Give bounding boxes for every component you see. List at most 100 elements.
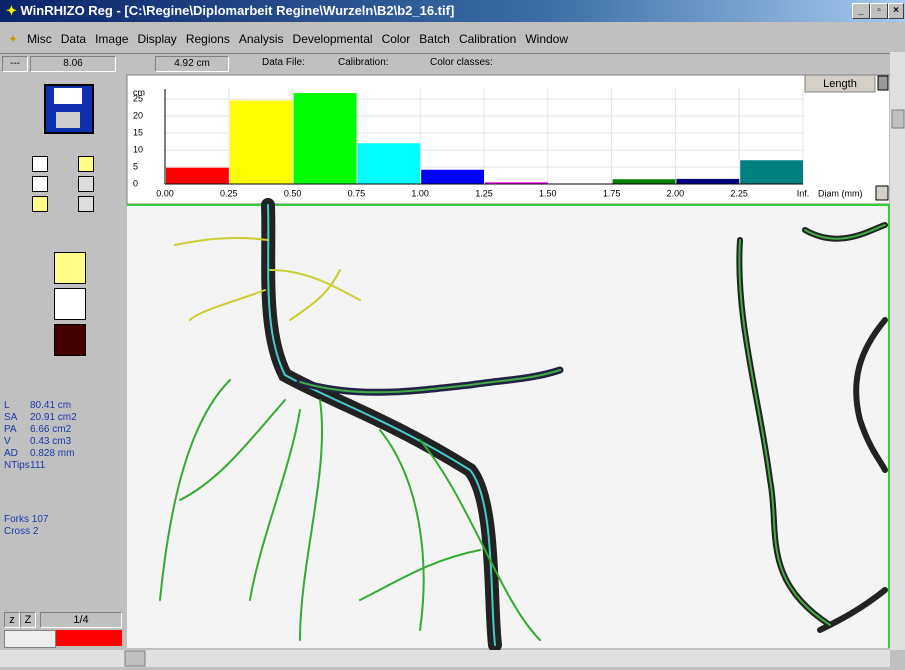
- restore-button[interactable]: ▫: [870, 3, 888, 19]
- menu-item[interactable]: Misc: [27, 32, 52, 46]
- stat-label: SA: [4, 412, 18, 423]
- menu-item[interactable]: Display: [137, 32, 177, 46]
- page-indicator: 1/4: [40, 612, 122, 628]
- x-tick-label: 0.50: [284, 188, 302, 198]
- bar: [421, 169, 484, 184]
- x-tick-label: 2.25: [730, 188, 748, 198]
- root-image: [127, 205, 890, 648]
- stat-label: NTips: [4, 460, 30, 471]
- x-tick-label: 1.50: [539, 188, 557, 198]
- color-swatch: [56, 630, 122, 646]
- y-tick-label: 0: [133, 178, 138, 188]
- menu-item[interactable]: Regions: [185, 32, 230, 46]
- stat-value: 2: [32, 526, 39, 537]
- menu-bar: ✦ Misc Data Image Display Regions Analysis Deve…: [8, 32, 569, 46]
- root-tool[interactable]: [32, 196, 48, 212]
- status-bar: --- 8.06 4.92 cm Data File: Calibration:…: [0, 53, 890, 72]
- x-tick-label: 0.25: [220, 188, 238, 198]
- x-tick-label: 0.00: [156, 188, 174, 198]
- scroll-thumb[interactable]: [891, 109, 905, 129]
- stat-row: NTips111: [4, 460, 77, 472]
- menu-item[interactable]: Data: [60, 32, 87, 46]
- table-toggle[interactable]: [877, 75, 889, 91]
- circle-tool[interactable]: [78, 176, 94, 192]
- line-tool[interactable]: [32, 176, 48, 192]
- close-button[interactable]: ×: [888, 3, 904, 19]
- x-tick-label: 0.75: [348, 188, 366, 198]
- horizontal-scrollbar[interactable]: [0, 650, 890, 667]
- stat-label: PA: [4, 424, 17, 435]
- menu-item[interactable]: Analysis: [238, 32, 284, 46]
- view-mode[interactable]: [54, 324, 86, 356]
- left-panel: L 80.41 cm SA 20.91 cm2 PA 6.66 cm2 V 0.43 cm3 A…: [0, 74, 124, 650]
- menu-item[interactable]: Image: [95, 32, 129, 46]
- stat-value: 111: [30, 460, 46, 471]
- x-tick-label: 1.75: [603, 188, 621, 198]
- bar: [676, 178, 740, 184]
- length-label: Length: [823, 78, 857, 90]
- stat-label: V: [4, 436, 11, 447]
- y-tick-label: 20: [133, 111, 143, 121]
- stat-row: SA 20.91 cm2: [4, 412, 77, 424]
- y-tick-label: 25: [133, 94, 143, 104]
- status-label: Color classes:: [430, 57, 493, 68]
- bar: [612, 179, 676, 184]
- poly-tool[interactable]: [78, 196, 94, 212]
- menu-item[interactable]: Batch: [419, 32, 450, 46]
- window-title: WinRHIZO Reg - [C:\Regine\Diplomarbeit R…: [20, 3, 455, 18]
- stat-value: 0.43 cm3: [30, 436, 72, 447]
- status-label: Data File:: [262, 57, 305, 68]
- length-button[interactable]: [804, 74, 876, 93]
- y-tick-label: 15: [133, 127, 143, 137]
- vertical-scrollbar[interactable]: [890, 52, 905, 650]
- menu-item[interactable]: Calibration: [458, 32, 517, 46]
- crossings: Cross 2: [4, 526, 38, 538]
- status-label: Calibration:: [338, 57, 389, 68]
- y-tick-label: 5: [133, 161, 138, 171]
- status-field: ---: [2, 56, 28, 72]
- x-tick-label: 1.25: [475, 188, 493, 198]
- menu-item[interactable]: Color: [381, 32, 411, 46]
- x-axis-label: Diam (mm): [818, 188, 863, 198]
- scroll-thumb[interactable]: [124, 650, 146, 667]
- menu-item[interactable]: Developmental: [292, 32, 373, 46]
- x-tick-label: 2.00: [667, 188, 685, 198]
- histogram-mini[interactable]: [4, 630, 56, 648]
- stat-row: PA 6.66 cm2: [4, 424, 77, 436]
- bar: [740, 160, 803, 184]
- stat-row: AD 0.828 mm: [4, 448, 77, 460]
- stat-value: 0.828 mm: [30, 448, 75, 459]
- bar: [293, 93, 357, 184]
- save-button[interactable]: [44, 84, 94, 134]
- bar: [229, 100, 293, 184]
- stat-value: 107: [31, 514, 49, 525]
- stat-value: 20.91 cm2: [30, 412, 77, 423]
- y-tick-label: 10: [133, 144, 143, 154]
- stat-label: Forks: [4, 514, 29, 525]
- zoom-button[interactable]: z: [4, 612, 20, 628]
- x-tick-label: Inf.: [797, 188, 810, 198]
- stat-value: 80.41 cm: [30, 400, 72, 411]
- view-mode[interactable]: [54, 288, 86, 320]
- stat-row: L 80.41 cm: [4, 400, 77, 412]
- status-field: 8.06: [30, 56, 116, 72]
- stat-label: Cross: [4, 526, 31, 537]
- measurements: L 80.41 cm SA 20.91 cm2 PA 6.66 cm2 V 0.43 cm3 A…: [4, 400, 77, 472]
- forks: Forks 107: [4, 514, 48, 526]
- root-drawing: [159, 198, 888, 652]
- y-axis-label: cm: [133, 87, 145, 97]
- bar: [485, 182, 548, 184]
- zoom-button[interactable]: Z: [20, 612, 36, 628]
- minimize-button[interactable]: _: [852, 3, 870, 19]
- pencil-tool[interactable]: [32, 156, 48, 172]
- rect-tool[interactable]: [78, 156, 94, 172]
- view-mode[interactable]: [54, 252, 86, 284]
- stat-label: AD: [4, 448, 18, 459]
- x-tick-label: 1.00: [411, 188, 429, 198]
- menu-item[interactable]: Window: [525, 32, 569, 46]
- scale-toggle[interactable]: [875, 185, 889, 201]
- title-bar: ✦ WinRHIZO Reg - [C:\Regine\Diplomarbeit…: [0, 0, 905, 22]
- status-field: 4.92 cm: [155, 56, 229, 72]
